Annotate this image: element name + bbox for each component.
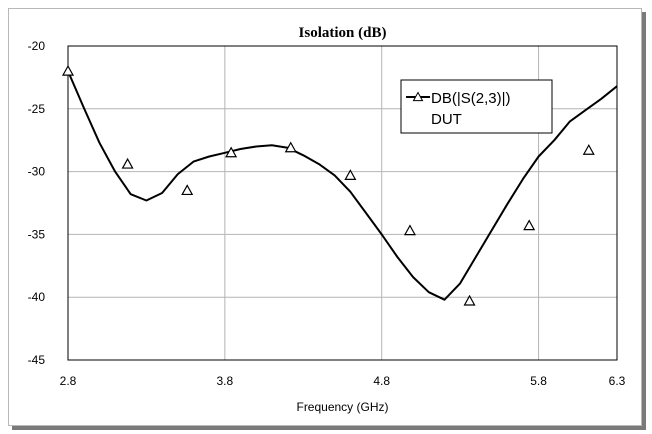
series-marker bbox=[284, 141, 297, 153]
series-marker bbox=[582, 144, 595, 155]
series-layer bbox=[61, 64, 618, 306]
x-tick-label: 6.3 bbox=[609, 374, 626, 388]
series-marker bbox=[181, 184, 194, 196]
series-marker bbox=[121, 157, 134, 169]
y-tick-label: -40 bbox=[28, 290, 46, 304]
y-tick-label: -35 bbox=[28, 227, 46, 241]
tick-labels: 2.8 3.8 4.8 5.8 6.3 -20 -25 -30 -35 -40 -45 bbox=[28, 39, 626, 388]
chart-title: Isolation (dB) bbox=[299, 25, 387, 41]
series-marker bbox=[403, 224, 416, 236]
legend-series-name: DB(|S(2,3)|) bbox=[431, 90, 510, 107]
series-marker bbox=[61, 64, 75, 76]
series-marker bbox=[225, 146, 238, 158]
frame-shadow-bottom bbox=[12, 426, 646, 430]
x-axis-label: Frequency (GHz) bbox=[296, 400, 388, 414]
legend-series-dataset: DUT bbox=[431, 111, 462, 128]
series-line bbox=[67, 70, 618, 301]
x-tick-label: 5.8 bbox=[530, 374, 547, 388]
chart-frame bbox=[8, 8, 642, 426]
x-tick-label: 4.8 bbox=[373, 374, 390, 388]
legend-marker-triangle bbox=[412, 91, 424, 102]
frame-shadow-right bbox=[642, 12, 646, 428]
plot-area-border bbox=[67, 45, 618, 361]
y-tick-label: -30 bbox=[28, 165, 46, 179]
legend-box bbox=[400, 79, 553, 134]
legend: DB(|S(2,3)|) DUT bbox=[400, 79, 553, 134]
series-marker bbox=[463, 294, 476, 306]
y-tick-label: -45 bbox=[28, 353, 46, 367]
series-marker bbox=[523, 219, 536, 231]
y-tick-label: -25 bbox=[28, 102, 46, 116]
x-tick-label: 3.8 bbox=[217, 374, 234, 388]
y-tick-label: -20 bbox=[28, 39, 46, 53]
series-marker bbox=[344, 169, 357, 180]
x-tick-label: 2.8 bbox=[60, 374, 77, 388]
